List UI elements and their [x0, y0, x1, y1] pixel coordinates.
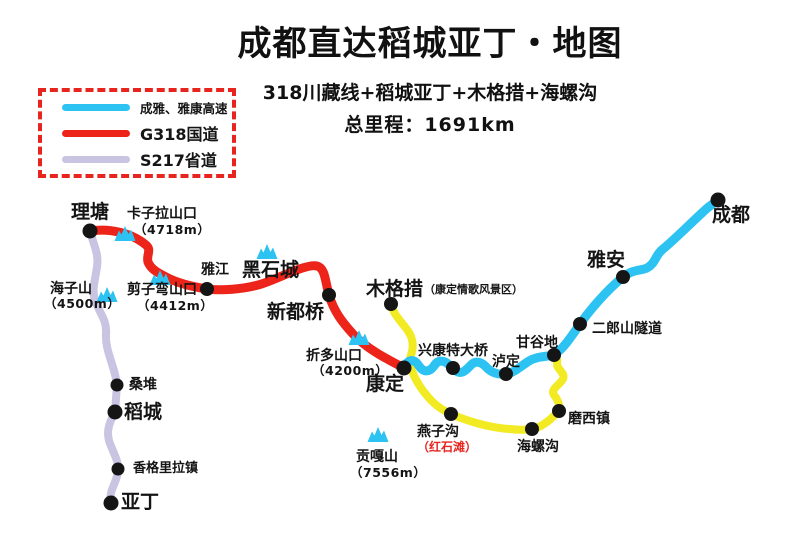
place-label-heishicheng: 黑石城	[242, 259, 300, 281]
route-expressway	[399, 195, 723, 379]
place-label-luding: 泸定	[492, 354, 520, 370]
place-label-moxizhen: 磨西镇	[568, 411, 610, 427]
route-summary: 318川藏线+稻城亚丁+木格措+海螺沟	[262, 82, 598, 104]
dot-litang	[82, 223, 98, 239]
place-label-kangding: 康定	[366, 373, 405, 395]
place-label-yaan: 雅安	[587, 249, 626, 271]
heishicheng-mountain-icon	[256, 244, 278, 259]
dot-chengdu	[710, 192, 726, 208]
dot-yajiang	[200, 282, 214, 296]
place-label-yajiang: 雅江	[201, 262, 229, 278]
place-label-gonggashan: 贡嘎山	[356, 449, 398, 465]
dot-luding	[499, 367, 513, 381]
dot-sangdui	[110, 378, 124, 392]
place-label-xingkang: 兴康特大桥	[418, 343, 488, 359]
legend: 成雅、雅康高速 G318国道 S217省道	[38, 88, 236, 178]
route-s217	[86, 227, 123, 507]
legend-label: S217省道	[140, 151, 217, 170]
place-label-gangudi: 甘谷地	[516, 335, 558, 351]
place-label-chengdu: 成都	[712, 204, 751, 226]
place-label-xianggelila: 香格里拉镇	[133, 461, 199, 476]
place-label-xinduqiao: 新都桥	[267, 301, 325, 323]
dot-erlangshan	[573, 317, 587, 331]
page-title: 成都直达稻城亚丁・地图	[237, 24, 623, 64]
s217-line-swatch	[62, 155, 130, 163]
legend-label: G318国道	[140, 125, 219, 144]
elevation-jianziwan: （4412m）	[137, 298, 214, 313]
dot-gangudi	[547, 348, 561, 362]
place-label-hailuogou: 海螺沟	[517, 439, 559, 455]
place-label-jianziwan: 剪子弯山口	[127, 282, 197, 298]
place-label-haizishan: 海子山	[50, 281, 92, 297]
gongga-mountain-icon	[367, 427, 389, 442]
legend-item-g318: G318国道	[42, 123, 232, 144]
place-label-sangdui: 桑堆	[129, 377, 157, 393]
legend-label: 成雅、雅康高速	[140, 100, 228, 116]
waypoint-dots	[82, 192, 726, 511]
place-label-erlangshan: 二郎山隧道	[592, 321, 662, 337]
g318-line-swatch	[62, 129, 130, 137]
dot-daocheng	[107, 404, 123, 420]
dot-yading	[103, 495, 119, 511]
subtitle-block: 318川藏线+稻城亚丁+木格措+海螺沟 总里程：1691km	[180, 78, 680, 137]
place-label-litang: 理塘	[71, 201, 110, 223]
place-label-kazila: 卡子拉山口	[127, 206, 197, 222]
elevation-kazila: （4718m）	[134, 222, 211, 237]
legend-item-expressway: 成雅、雅康高速	[42, 97, 232, 117]
dot-hailuogou	[525, 422, 539, 436]
note-yanzigou-hongshitan: （红石滩）	[417, 440, 478, 454]
place-label-yading: 亚丁	[121, 491, 160, 513]
route-g318	[85, 225, 409, 373]
elevation-haizishan: （4500m）	[44, 296, 121, 311]
dot-xingkang	[446, 361, 460, 375]
expressway-line-swatch	[62, 103, 130, 111]
dot-mugecuo	[384, 297, 398, 311]
dot-yanzigou	[444, 407, 458, 421]
dot-xinduqiao	[322, 288, 336, 302]
place-label-mugecuo: 木格措	[366, 278, 424, 300]
dot-xianggelila	[111, 462, 125, 476]
elevation-gonggashan: （7556m）	[350, 465, 427, 480]
legend-item-s217: S217省道	[42, 149, 232, 170]
place-label-yanzigou: 燕子沟	[417, 424, 459, 440]
place-label-daocheng: 稻城	[124, 401, 163, 423]
place-label-zheduo: 折多山口	[306, 348, 362, 364]
dot-kangding	[396, 360, 412, 376]
dot-yaan	[616, 270, 630, 284]
note-mugecuo: （康定情歌风景区）	[424, 283, 523, 296]
total-distance: 总里程：1691km	[344, 114, 516, 136]
elevation-zheduo: （4200m）	[312, 363, 389, 378]
route-scenic-mugecuo-hailuogou	[387, 300, 568, 434]
dot-moxizhen	[552, 404, 566, 418]
